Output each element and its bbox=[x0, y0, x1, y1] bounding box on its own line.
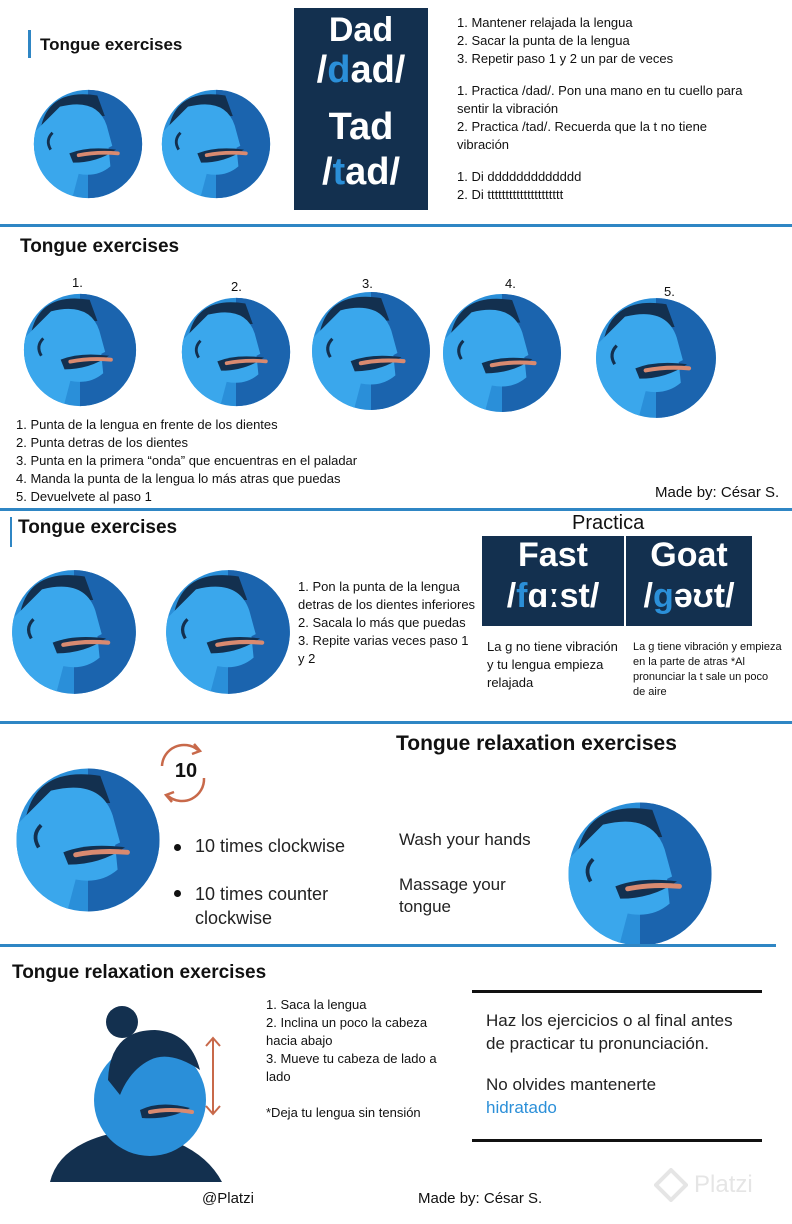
rotate-counter-icon bbox=[160, 743, 206, 803]
list-item: 3. Repite varias veces paso 1 y 2 bbox=[298, 633, 469, 666]
section-divider bbox=[0, 508, 792, 511]
face-illustration bbox=[160, 88, 272, 200]
word-tad: Tad bbox=[328, 106, 394, 148]
section1-accent-bar bbox=[28, 30, 31, 58]
practice-label: Practica bbox=[572, 512, 645, 534]
list-item: 1. Punta de la lengua en frente de los d… bbox=[16, 417, 278, 432]
goat-card: Goat /gəʊt/ bbox=[626, 536, 752, 626]
list-item: 1. Practica /dad/. Pon una mano en tu cu… bbox=[457, 83, 743, 116]
section3-accent-bar bbox=[10, 517, 12, 547]
list-item: 1. Pon la punta de la lengua detras de l… bbox=[298, 579, 476, 612]
section5-steps: 1. Saca la lengua 2. Inclina un poco la … bbox=[266, 996, 446, 1086]
list-item: 2. Sacala lo más que puedas bbox=[298, 615, 466, 630]
fast-note: La g no tiene vibración y tu lengua empi… bbox=[487, 639, 618, 690]
section1-title: Tongue exercises bbox=[40, 35, 183, 54]
platzi-watermark: Platzi bbox=[654, 1168, 753, 1202]
step-number-5: 5. bbox=[664, 284, 675, 299]
list-item: 2. Practica /tad/. Recuerda que la t no … bbox=[457, 119, 708, 152]
bullet-clockwise: 10 times clockwise bbox=[174, 836, 374, 857]
dad-tad-card: Dad /dad/ Tad /tad/ bbox=[294, 8, 428, 210]
footer-credit: Made by: César S. bbox=[418, 1190, 543, 1207]
list-item: 2. Inclina un poco la cabeza hacia abajo bbox=[266, 1015, 428, 1048]
list-item: 3. Repetir paso 1 y 2 un par de veces bbox=[457, 51, 674, 66]
up-down-arrow-icon bbox=[205, 1036, 221, 1116]
wash-hands-text: Wash your hands bbox=[399, 830, 531, 849]
section-divider bbox=[0, 721, 792, 724]
list-item: 1. Di ddddddddddddd bbox=[457, 169, 582, 184]
list-item: 5. Devuelvete al paso 1 bbox=[16, 489, 152, 504]
list-item: 1. Mantener relajada la lengua bbox=[457, 15, 633, 30]
massage-tongue-text: Massage your tongue bbox=[399, 875, 506, 916]
section1-list-c: 1. Di ddddddddddddd 2. Di tttttttttttttt… bbox=[457, 168, 757, 204]
platzi-logo-icon bbox=[654, 1168, 688, 1202]
step-number-2: 2. bbox=[231, 279, 242, 294]
face-illustration bbox=[441, 292, 563, 414]
section2-steps: 1. Punta de la lengua en frente de los d… bbox=[16, 416, 436, 506]
credit: Made by: César S. bbox=[655, 484, 780, 501]
section3-steps: 1. Pon la punta de la lengua detras de l… bbox=[298, 578, 478, 668]
face-illustration bbox=[310, 290, 432, 412]
section5-title: Tongue relaxation exercises bbox=[12, 962, 267, 983]
face-illustration bbox=[10, 568, 138, 696]
face-illustration bbox=[180, 296, 292, 408]
counter-number: 10 bbox=[174, 760, 198, 782]
reminder-text: Haz los ejercicios o al final antes de p… bbox=[486, 1011, 733, 1053]
section2-title: Tongue exercises bbox=[20, 236, 180, 257]
step-number-3: 3. bbox=[362, 276, 373, 291]
person-illustration bbox=[50, 1006, 222, 1182]
ipa-tad: /tad/ bbox=[321, 151, 401, 193]
section-divider bbox=[0, 224, 792, 227]
goat-note: La g tiene vibración y empieza en la par… bbox=[633, 641, 782, 698]
list-item: 2. Punta detras de los dientes bbox=[16, 435, 189, 450]
hydration-text: No olvides mantenerte hidratado bbox=[486, 1075, 657, 1117]
watermark-text: Platzi bbox=[694, 1171, 753, 1198]
section3-title: Tongue exercises bbox=[18, 517, 178, 538]
face-illustration bbox=[32, 88, 144, 200]
list-item: 3. Punta en la primera “onda” que encuen… bbox=[16, 453, 358, 468]
face-illustration bbox=[594, 296, 718, 420]
list-item: 1. Saca la lengua bbox=[266, 997, 367, 1012]
face-illustration bbox=[14, 766, 162, 914]
list-item: 2. Sacar la punta de la lengua bbox=[457, 33, 630, 48]
word-goat: Goat bbox=[650, 536, 728, 574]
list-item: 3. Mueve tu cabeza de lado a lado bbox=[266, 1051, 437, 1084]
reminder-box: Haz los ejercicios o al final antes de p… bbox=[472, 990, 762, 1142]
bullet-counter-clockwise: 10 times counter clockwise bbox=[174, 882, 374, 930]
section5-note: *Deja tu lengua sin tensión bbox=[266, 1105, 421, 1120]
step-number-1: 1. bbox=[72, 275, 83, 290]
section-divider bbox=[0, 944, 776, 947]
ipa-dad: /dad/ bbox=[316, 49, 406, 91]
face-illustration bbox=[164, 568, 292, 696]
step-number-4: 4. bbox=[505, 276, 516, 291]
fast-card: Fast /fɑːst/ bbox=[482, 536, 624, 626]
section1-list-b: 1. Practica /dad/. Pon una mano en tu cu… bbox=[457, 82, 757, 154]
section4-title: Tongue relaxation exercises bbox=[396, 732, 677, 755]
ipa-goat: /gəʊt/ bbox=[643, 577, 735, 615]
footer-handle: @Platzi bbox=[202, 1190, 254, 1207]
face-illustration bbox=[566, 800, 714, 948]
list-item: 4. Manda la punta de la lengua lo más at… bbox=[16, 471, 341, 486]
word-dad: Dad bbox=[328, 11, 394, 49]
word-fast: Fast bbox=[518, 536, 588, 574]
ipa-fast: /fɑːst/ bbox=[506, 577, 600, 615]
face-illustration bbox=[22, 292, 138, 408]
section1-list-a: 1. Mantener relajada la lengua 2. Sacar … bbox=[457, 14, 777, 68]
list-item: 2. Di ttttttttttttttttttttt bbox=[457, 187, 564, 202]
